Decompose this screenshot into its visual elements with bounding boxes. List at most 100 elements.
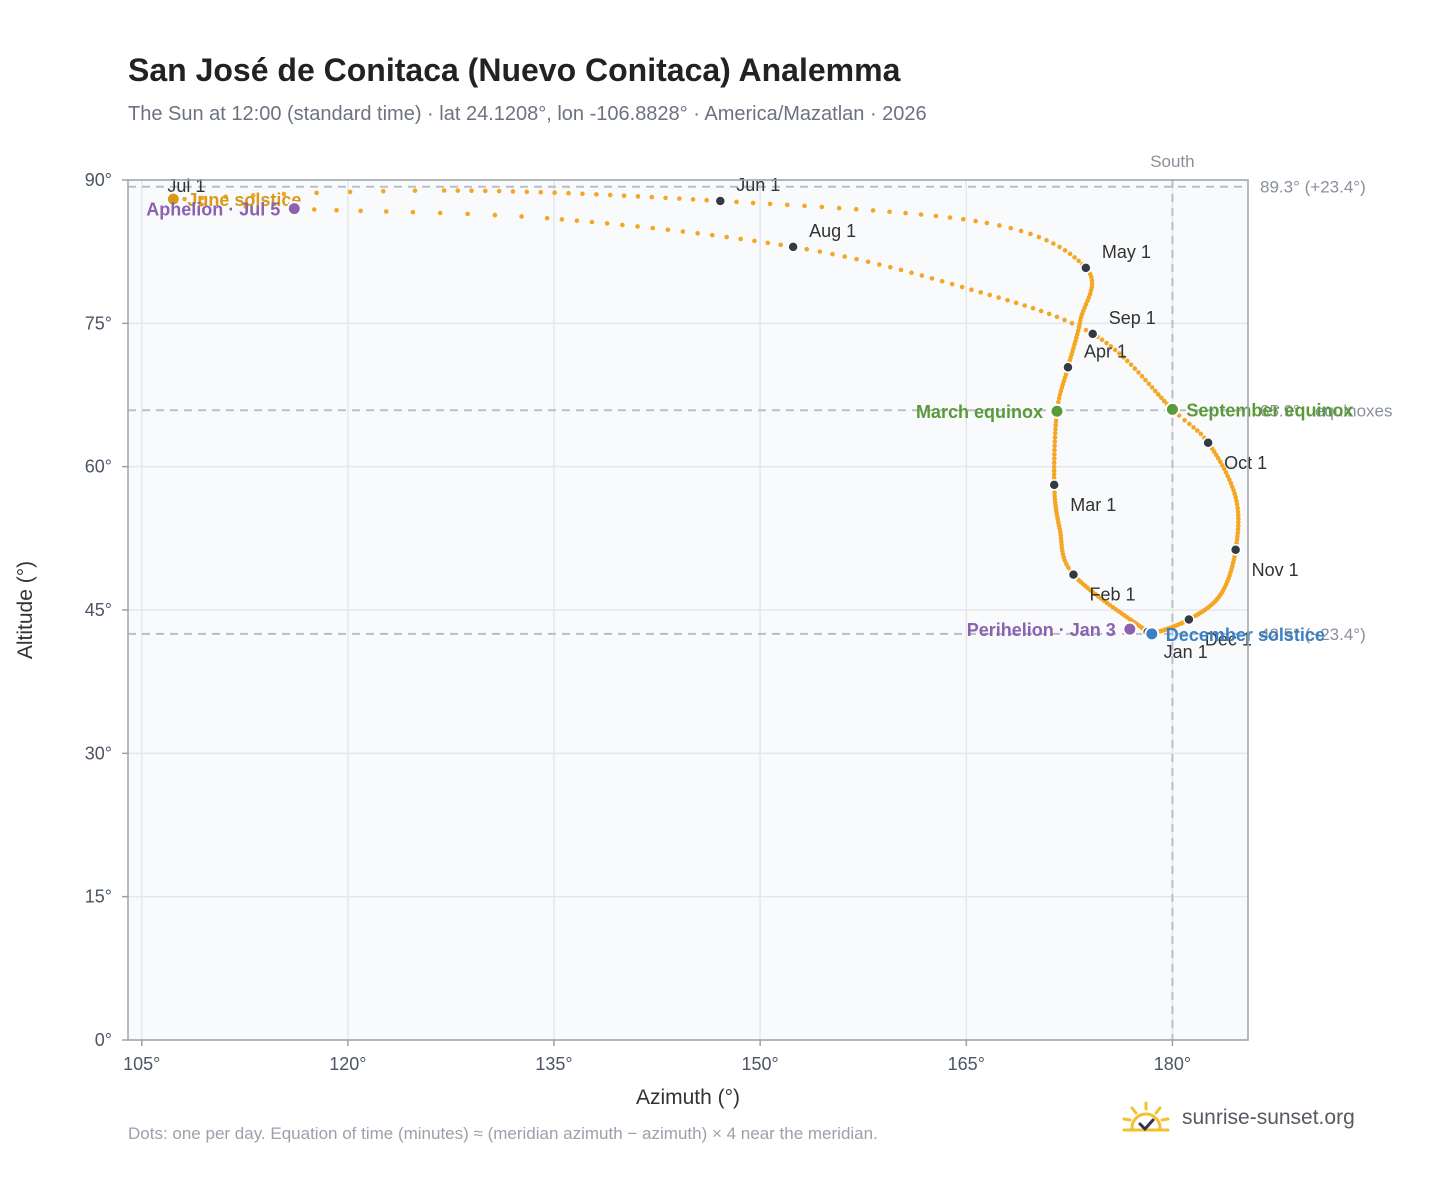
event-marker-dot (1164, 401, 1180, 417)
daily-sun-dot (1005, 297, 1010, 303)
daily-sun-dot (519, 214, 524, 219)
month-marker-dot (1062, 361, 1074, 374)
daily-sun-dot (909, 270, 914, 276)
month-marker-label: Aug 1 (809, 221, 856, 241)
daily-sun-dot (1051, 464, 1057, 470)
daily-sun-dot (870, 208, 876, 213)
daily-sun-dot (1089, 281, 1095, 287)
daily-sun-dot (544, 215, 550, 221)
daily-sun-dot (1146, 381, 1152, 387)
daily-sun-dot (1063, 372, 1069, 377)
y-tick-label: 15° (85, 887, 112, 907)
daily-sun-dot (510, 189, 516, 194)
daily-sun-dot (1104, 340, 1109, 346)
daily-sun-dot (842, 254, 848, 259)
daily-sun-dot (483, 188, 488, 194)
event-markers: March equinox September equinox June solst… (146, 190, 1353, 645)
daily-sun-dot (802, 203, 807, 209)
daily-sun-dot (1227, 477, 1232, 482)
daily-sun-dot (709, 232, 715, 238)
daily-sun-dot (987, 292, 993, 298)
daily-sun-dot (381, 188, 386, 194)
daily-sun-dot (1099, 337, 1105, 343)
daily-sun-dot (933, 213, 939, 219)
daily-sun-dot (1233, 494, 1238, 500)
brand-name: sunrise-sunset.org (1182, 1106, 1355, 1129)
daily-sun-dot (412, 188, 418, 193)
daily-sun-dot (1191, 425, 1196, 430)
event-marker-label: June solstice (187, 190, 301, 210)
month-marker-dot (1067, 568, 1080, 581)
daily-sun-dot (888, 264, 893, 270)
brand[interactable]: sunrise-sunset.org (1120, 1100, 1355, 1136)
daily-sun-dot (903, 210, 908, 216)
daily-sun-dot (635, 224, 640, 229)
daily-sun-dot (441, 188, 447, 193)
daily-sun-dot (465, 211, 470, 217)
daily-sun-dot (704, 197, 709, 203)
daily-sun-dot (1008, 225, 1014, 231)
daily-sun-dot (243, 204, 248, 209)
month-marker-label: Mar 1 (1070, 495, 1116, 515)
daily-sun-dot (1152, 388, 1158, 394)
daily-sun-dot (1057, 392, 1063, 397)
daily-sun-dot (1022, 303, 1027, 308)
month-marker-label: Jul 1 (167, 176, 205, 196)
daily-sun-dot (589, 219, 595, 225)
daily-sun-dot (1052, 497, 1058, 502)
sun-logo-icon (1122, 1101, 1170, 1132)
daily-sun-dot (1052, 439, 1058, 444)
daily-sun-dot (1067, 251, 1073, 257)
daily-sun-dot (524, 189, 530, 195)
daily-sun-dot (1231, 488, 1236, 493)
daily-sun-dot (978, 290, 983, 295)
daily-sun-dot (650, 225, 656, 231)
daily-sun-dot (334, 207, 339, 213)
daily-sun-dot (1117, 351, 1122, 356)
daily-sun-dot (1018, 228, 1024, 234)
analemma-curve (170, 188, 1241, 637)
month-marker-dot (714, 195, 727, 207)
daily-sun-dot (437, 210, 443, 216)
daily-sun-dot (1052, 435, 1058, 440)
daily-sun-dot (1052, 452, 1057, 457)
daily-sun-dot (1030, 305, 1036, 311)
reference-line-label: 65.9° · equinoxes (1260, 401, 1393, 420)
event-marker-label: Perihelion · Jan 3 (967, 620, 1116, 640)
daily-sun-dot (929, 276, 935, 281)
daily-sun-dot (1051, 241, 1056, 246)
y-tick-label: 75° (85, 313, 112, 333)
x-tick-label: 135° (535, 1054, 572, 1074)
daily-sun-dot (767, 201, 773, 207)
daily-sun-dot (750, 200, 756, 206)
daily-sun-dot (182, 196, 187, 202)
daily-sun-dot (1051, 456, 1057, 461)
daily-sun-dot (1156, 392, 1161, 397)
daily-sun-dot (778, 242, 783, 248)
daily-sun-dot (1051, 468, 1057, 474)
daily-sun-dot (223, 194, 228, 199)
daily-sun-dot (1056, 399, 1061, 405)
daily-sun-dot (1236, 516, 1241, 522)
month-marker-label: Dec 1 (1205, 630, 1252, 650)
daily-sun-dot (677, 196, 682, 201)
daily-sun-dot (1219, 462, 1225, 468)
daily-sun-dot (1053, 426, 1058, 432)
daily-sun-dot (383, 209, 389, 214)
daily-sun-dot (734, 199, 739, 205)
daily-sun-dot (1187, 421, 1192, 427)
daily-sun-dot (1075, 328, 1081, 334)
x-tick-label: 165° (948, 1054, 985, 1074)
daily-sun-dot (665, 227, 671, 233)
reference-lines: South 89.3° (+23.4°) 65.9° · equinoxes 42.5… (128, 152, 1393, 1040)
month-marker-dot (1080, 262, 1092, 274)
event-marker-dot (165, 191, 181, 207)
daily-sun-dot (1132, 366, 1138, 371)
daily-sun-dot (1038, 308, 1044, 314)
daily-sun-dot (1076, 258, 1081, 264)
event-marker-dot (1144, 626, 1160, 642)
daily-sun-dot (1234, 537, 1240, 543)
daily-sun-dot (865, 259, 871, 265)
month-marker-label: Feb 1 (1089, 585, 1135, 605)
